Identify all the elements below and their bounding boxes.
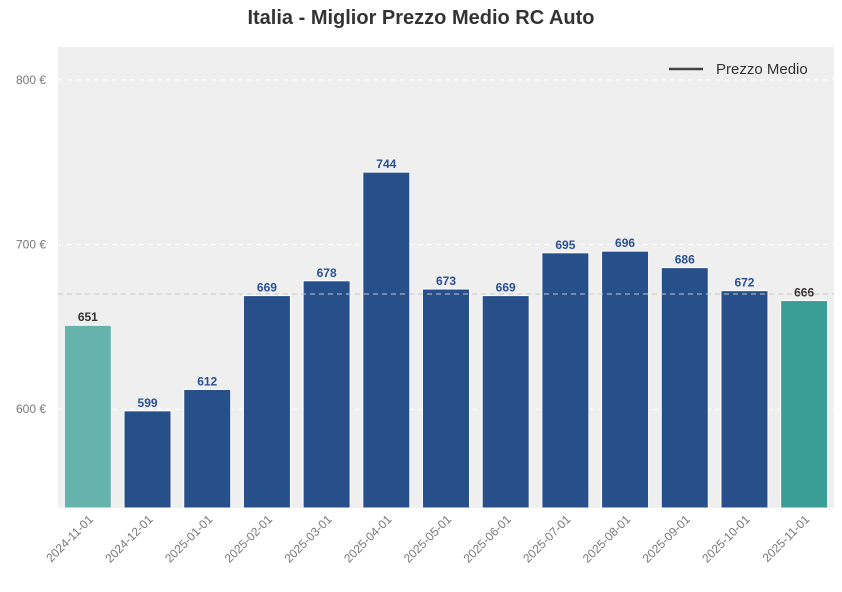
data-label: 696 [615, 236, 635, 250]
legend-label: Prezzo Medio [716, 61, 808, 78]
data-label: 673 [436, 274, 456, 288]
bar [660, 267, 709, 509]
data-label: 669 [496, 281, 516, 295]
bar [123, 410, 172, 509]
x-tick-label: 2025-05-01 [401, 512, 455, 566]
bar [780, 300, 829, 509]
x-tick-label: 2025-02-01 [222, 512, 276, 566]
data-label: 612 [197, 374, 217, 388]
data-label: 651 [78, 310, 98, 324]
chart-title: Italia - Miglior Prezzo Medio RC Auto [247, 7, 595, 29]
data-label: 669 [257, 281, 277, 295]
x-tick-label: 2024-11-01 [43, 512, 96, 565]
bar [422, 288, 470, 509]
bar [362, 171, 411, 509]
x-tick-label: 2025-06-01 [461, 512, 515, 566]
bar [601, 250, 650, 509]
x-tick-label: 2025-01-01 [162, 512, 216, 566]
x-tick-label: 2025-08-01 [580, 512, 634, 566]
data-label: 666 [794, 286, 814, 300]
bar [720, 290, 769, 509]
bar [242, 295, 291, 509]
y-tick-label: 700 € [16, 238, 46, 252]
data-label: 686 [675, 253, 695, 267]
x-tick-label: 2025-11-01 [760, 512, 813, 565]
data-label: 599 [138, 396, 158, 410]
data-label: 672 [734, 276, 754, 290]
x-tick-label: 2025-09-01 [640, 512, 694, 566]
data-label: 744 [376, 157, 396, 171]
data-label: 678 [317, 266, 337, 280]
x-tick-label: 2025-07-01 [520, 512, 574, 566]
y-tick-label: 800 € [16, 73, 46, 87]
data-label: 695 [555, 238, 575, 252]
x-tick-label: 2025-04-01 [341, 512, 395, 566]
bar [63, 324, 112, 509]
bar [302, 280, 351, 509]
bar [481, 295, 530, 509]
x-tick-label: 2025-10-01 [699, 512, 753, 566]
bar [541, 252, 590, 509]
y-tick-label: 600 € [16, 402, 46, 416]
x-tick-label: 2025-03-01 [281, 512, 335, 566]
bar [183, 388, 232, 509]
x-tick-label: 2024-12-01 [102, 512, 156, 566]
